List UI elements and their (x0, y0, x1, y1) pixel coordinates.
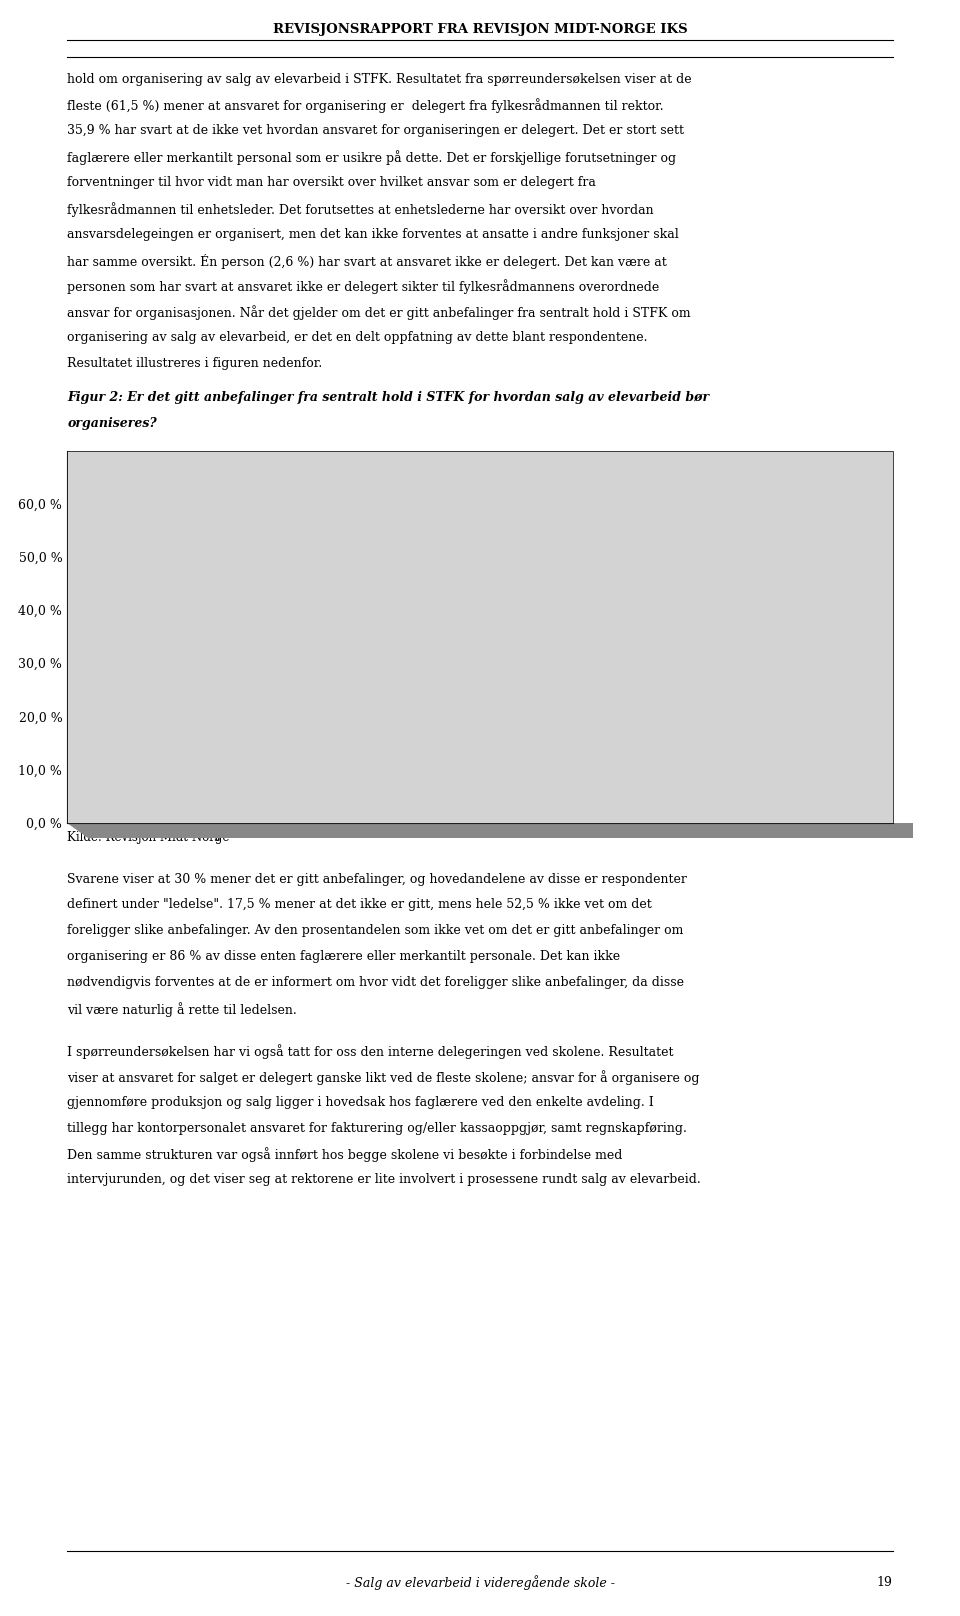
Text: organisering er 86 % av disse enten faglærere eller merkantilt personale. Det ka: organisering er 86 % av disse enten fagl… (67, 950, 620, 963)
Text: har samme oversikt. Én person (2,6 %) har svart at ansvaret ikke er delegert. De: har samme oversikt. Én person (2,6 %) ha… (67, 254, 667, 268)
Polygon shape (67, 823, 914, 839)
Text: fylkesrådmannen til enhetsleder. Det forutsettes at enhetslederne har oversikt o: fylkesrådmannen til enhetsleder. Det for… (67, 202, 654, 217)
Bar (680, 545, 796, 823)
Text: tillegg har kontorpersonalet ansvaret for fakturering og/eller kassaoppgjør, sam: tillegg har kontorpersonalet ansvaret fo… (67, 1122, 687, 1134)
Text: I spørreundersøkelsen har vi også tatt for oss den interne delegeringen ved skol: I spørreundersøkelsen har vi også tatt f… (67, 1044, 674, 1058)
Text: faglærere eller merkantilt personal som er usikre på dette. Det er forskjellige : faglærere eller merkantilt personal som … (67, 150, 677, 165)
Text: fleste (61,5 %) mener at ansvaret for organisering er  delegert fra fylkesrådman: fleste (61,5 %) mener at ansvaret for or… (67, 99, 663, 113)
Text: organiseres?: organiseres? (67, 417, 156, 430)
Text: Resultatet illustreres i figuren nedenfor.: Resultatet illustreres i figuren nedenfo… (67, 357, 323, 370)
Text: ansvarsdelegeingen er organisert, men det kan ikke forventes at ansatte i andre : ansvarsdelegeingen er organisert, men de… (67, 228, 679, 241)
Text: viser at ansvaret for salget er delegert ganske likt ved de fleste skolene; ansv: viser at ansvaret for salget er delegert… (67, 1070, 700, 1084)
Polygon shape (538, 716, 559, 823)
Text: 35,9 % har svart at de ikke vet hvordan ansvaret for organiseringen er delegert.: 35,9 % har svart at de ikke vet hvordan … (67, 124, 684, 137)
Text: organisering av salg av elevarbeid, er det en delt oppfatning av dette blant res: organisering av salg av elevarbeid, er d… (67, 331, 648, 344)
Text: Figur 2: Er det gitt anbefalinger fra sentralt hold i STFK for hvordan salg av e: Figur 2: Er det gitt anbefalinger fra se… (67, 391, 709, 404)
Text: Kilde: Revisjon Midt-Norge: Kilde: Revisjon Midt-Norge (67, 831, 229, 844)
Text: 19: 19 (876, 1576, 893, 1589)
Text: definert under "ledelse". 17,5 % mener at det ikke er gitt, mens hele 52,5 % ikk: definert under "ledelse". 17,5 % mener a… (67, 898, 652, 911)
Text: intervjurunden, og det viser seg at rektorene er lite involvert i prosessene run: intervjurunden, og det viser seg at rekt… (67, 1173, 701, 1186)
Text: vil være naturlig å rette til ledelsen.: vil være naturlig å rette til ledelsen. (67, 1002, 297, 1016)
Polygon shape (422, 716, 559, 730)
Text: Svarene viser at 30 % mener det er gitt anbefalinger, og hovedandelene av disse : Svarene viser at 30 % mener det er gitt … (67, 873, 687, 886)
Bar (164, 663, 280, 823)
Text: 52,5 %: 52,5 % (737, 509, 780, 522)
Text: 17,5 %: 17,5 % (479, 695, 522, 708)
Text: gjennomføre produksjon og salg ligger i hovedsak hos faglærere ved den enkelte a: gjennomføre produksjon og salg ligger i … (67, 1096, 654, 1109)
Polygon shape (680, 530, 817, 545)
Text: personen som har svart at ansvaret ikke er delegert sikter til fylkesrådmannens : personen som har svart at ansvaret ikke … (67, 280, 660, 294)
Text: hold om organisering av salg av elevarbeid i STFK. Resultatet fra spørreundersøk: hold om organisering av salg av elevarbe… (67, 73, 692, 86)
Polygon shape (796, 530, 817, 823)
Text: REVISJONSRAPPORT FRA REVISJON MIDT-NORGE IKS: REVISJONSRAPPORT FRA REVISJON MIDT-NORGE… (273, 23, 687, 36)
Polygon shape (280, 650, 300, 823)
Text: ansvar for organisasjonen. Når det gjelder om det er gitt anbefalinger fra sentr: ansvar for organisasjonen. Når det gjeld… (67, 305, 691, 320)
Text: forventninger til hvor vidt man har oversikt over hvilket ansvar som er delegert: forventninger til hvor vidt man har over… (67, 176, 596, 189)
Bar (422, 730, 538, 823)
Polygon shape (164, 650, 300, 663)
Text: 30,0 %: 30,0 % (221, 629, 265, 642)
Text: foreligger slike anbefalinger. Av den prosentandelen som ikke vet om det er gitt: foreligger slike anbefalinger. Av den pr… (67, 924, 684, 937)
Text: Den samme strukturen var også innført hos begge skolene vi besøkte i forbindelse: Den samme strukturen var også innført ho… (67, 1147, 623, 1162)
Text: nødvendigvis forventes at de er informert om hvor vidt det foreligger slike anbe: nødvendigvis forventes at de er informer… (67, 976, 684, 989)
Text: - Salg av elevarbeid i videregående skole -: - Salg av elevarbeid i videregående skol… (346, 1576, 614, 1590)
